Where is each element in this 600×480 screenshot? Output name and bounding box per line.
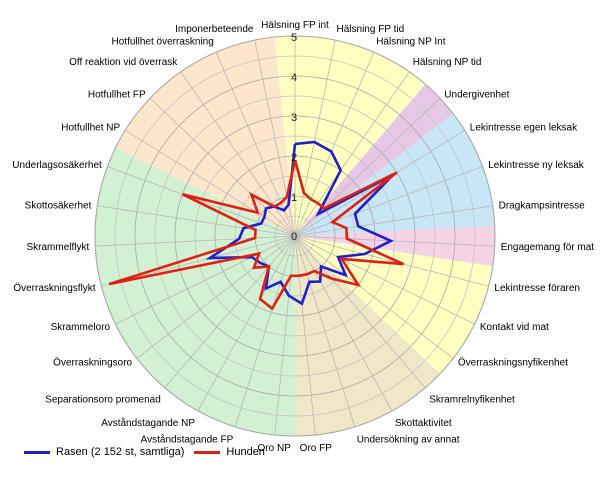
grid-spoke-25 <box>107 166 296 237</box>
category-label-23: Skrammelflykt <box>27 242 90 253</box>
sector-background-7 <box>115 37 296 236</box>
grid-spoke-23 <box>95 235 296 247</box>
tick-label-4: 4 <box>291 72 297 84</box>
grid-spoke-24 <box>97 205 296 237</box>
category-label-16: Oro NP <box>258 443 292 454</box>
grid-spoke-28 <box>180 71 296 237</box>
grid-spoke-26 <box>125 129 296 237</box>
grid-spoke-3 <box>294 71 410 237</box>
category-labels: Hälsning FP int Hälsning FP tid Hälsning N… <box>12 20 594 454</box>
grid-spoke-13 <box>294 235 393 412</box>
category-label-14: Undersökning av annat <box>357 435 460 446</box>
sector-background-6 <box>95 147 296 436</box>
legend-swatch-breed <box>24 450 50 454</box>
grid-spoke-16 <box>274 235 296 436</box>
grid-spoke-17 <box>234 235 296 427</box>
grid-spoke-1 <box>294 40 336 237</box>
legend-item-dog: Hunden <box>194 446 265 458</box>
grid-spoke-21 <box>115 235 296 325</box>
category-label-9: Lekintresse föraren <box>494 283 580 294</box>
category-label-24: Skottosäkerhet <box>25 200 92 211</box>
grid-spoke-19 <box>164 235 296 389</box>
grid-spoke-22 <box>101 235 296 287</box>
category-label-21: Skrammeloro <box>51 322 111 333</box>
category-label-4: Undergivenhet <box>444 90 509 101</box>
tick-label-5: 5 <box>291 32 297 44</box>
radar-grid <box>94 35 496 437</box>
category-label-3: Hälsning NP tid <box>413 57 482 68</box>
category-label-11: Överraskningsnyfikenhet <box>458 357 568 369</box>
category-label-20: Överraskningsoro <box>53 357 132 369</box>
grid-spoke-11 <box>294 235 454 359</box>
grid-spoke-27 <box>149 97 296 237</box>
tick-label-3: 3 <box>291 112 297 124</box>
category-label-28: Off reaktion vid överrask <box>69 57 178 68</box>
tick-label-0: 0 <box>291 231 297 243</box>
category-label-13: Skottaktivitet <box>395 418 452 429</box>
category-label-19: Separationsoro promenad <box>45 394 161 405</box>
category-label-8: Engagemang för mat <box>501 242 595 253</box>
grid-spoke-6 <box>294 166 483 237</box>
legend-swatch-dog <box>194 450 221 454</box>
grid-spoke-18 <box>197 235 296 412</box>
tick-label-2: 2 <box>291 152 297 164</box>
sector-background-3 <box>295 225 495 267</box>
grid-spoke-29 <box>215 52 296 237</box>
legend-label-dog: Hunden <box>226 446 265 458</box>
category-label-26: Hotfullhet NP <box>61 123 120 134</box>
legend-label-breed: Rasen (2 152 st, samtliga) <box>56 446 185 458</box>
grid-spoke-9 <box>294 235 489 287</box>
tick-label-1: 1 <box>291 192 297 204</box>
category-label-12: Skramrelnyfikenhet <box>429 394 515 405</box>
category-label-7: Dragkampsintresse <box>499 200 586 211</box>
legend: Rasen (2 152 st, samtliga) Hunden <box>24 446 265 458</box>
series-line-1 <box>108 159 404 311</box>
grid-spoke-20 <box>136 235 296 359</box>
category-label-15: Oro FP <box>300 443 333 454</box>
category-label-30: Imponerbeteende <box>175 24 254 35</box>
grid-spoke-2 <box>294 52 375 237</box>
category-label-25: Underlagsosäkerhet <box>12 160 102 171</box>
category-label-1: Hälsning FP tid <box>337 24 405 35</box>
category-label-22: Överraskningsflykt <box>13 282 95 294</box>
grid-spoke-10 <box>294 235 475 325</box>
grid-spoke-14 <box>294 235 356 427</box>
radial-tick-labels: 1 2 3 4 5 0 <box>291 32 297 243</box>
series-lines <box>108 140 404 311</box>
category-label-18: Avståndstagande NP <box>101 417 195 429</box>
grid-spoke-12 <box>294 235 426 389</box>
category-label-6: Lekintresse ny leksak <box>488 160 585 171</box>
sector-background-0 <box>274 35 426 236</box>
legend-item-breed: Rasen (2 152 st, samtliga) <box>24 446 184 458</box>
category-label-0: Hälsning FP int <box>261 20 329 31</box>
category-label-10: Kontakt vid mat <box>480 322 549 333</box>
category-label-29: Hotfullhet överraskning <box>112 37 214 48</box>
category-label-5: Lekintresse egen leksak <box>470 123 578 134</box>
category-label-27: Hotfullhet FP <box>88 90 146 101</box>
grid-spoke-8 <box>294 235 495 247</box>
sector-background-5 <box>295 236 440 436</box>
grid-spoke-15 <box>294 235 316 436</box>
grid-spoke-7 <box>294 205 493 237</box>
category-label-2: Hälsning NP Int <box>376 37 446 48</box>
category-label-17: Avståndstagande FP <box>141 434 234 446</box>
